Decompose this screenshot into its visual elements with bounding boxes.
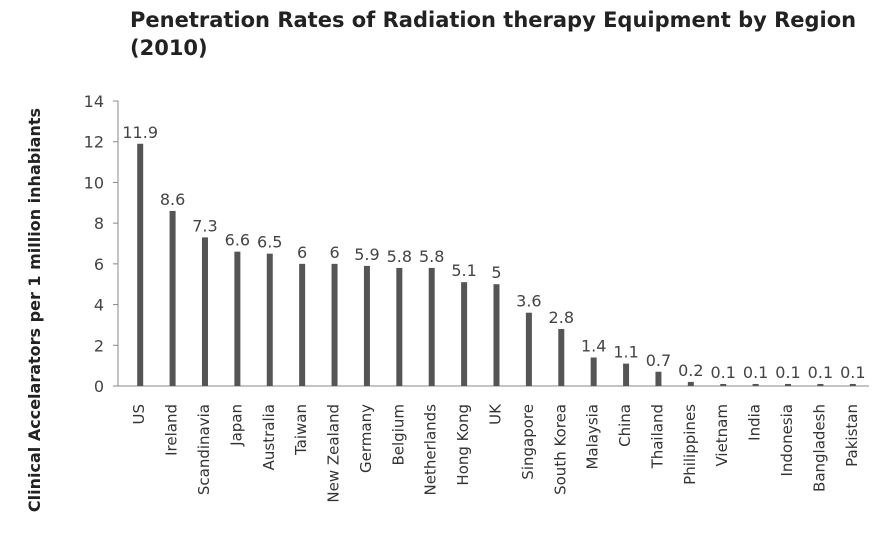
data-label: 0.1 (743, 363, 768, 382)
x-tick-label: Netherlands (422, 404, 440, 496)
y-tick-label: 10 (84, 173, 104, 192)
data-label: 0.7 (646, 351, 671, 370)
bar (817, 383, 824, 386)
bar (234, 251, 241, 386)
bar (655, 371, 662, 386)
x-tick-label: Pakistan (843, 404, 861, 467)
chart-title: Penetration Rates of Radiation therapy E… (130, 8, 857, 60)
y-tick-label: 12 (84, 133, 104, 152)
x-tick-label: US (130, 404, 148, 425)
data-label: 0.1 (808, 363, 833, 382)
x-tick-label: Germany (357, 404, 375, 473)
data-label: 0.1 (775, 363, 800, 382)
data-label: 5.8 (387, 247, 412, 266)
x-tick-label: Philippines (681, 404, 699, 485)
bar (849, 383, 856, 386)
data-label: 1.4 (581, 337, 606, 356)
x-tick-label: Singapore (519, 404, 537, 480)
x-tick-label: Japan (227, 404, 245, 447)
x-tick-label: Thailand (648, 404, 666, 469)
x-tick-label: Australia (260, 404, 278, 470)
bar (558, 329, 565, 386)
x-tick-label: Ireland (163, 404, 181, 456)
data-label: 6 (297, 243, 307, 262)
x-tick-label: Indonesia (778, 404, 796, 477)
bar (623, 363, 630, 386)
bar (331, 263, 338, 386)
x-tick-label: China (616, 404, 634, 447)
data-label: 8.6 (160, 190, 185, 209)
x-tick-label: Belgium (389, 404, 407, 466)
data-label: 5.9 (354, 245, 379, 264)
data-label: 5.1 (451, 261, 476, 280)
data-label: 0.1 (711, 363, 736, 382)
bar (363, 265, 370, 386)
data-label: 6 (329, 243, 339, 262)
y-tick-label: 14 (84, 92, 104, 111)
data-label: 1.1 (613, 343, 638, 362)
bar (137, 143, 144, 386)
bar (266, 253, 273, 386)
bar (299, 263, 306, 386)
data-label: 0.2 (678, 361, 703, 380)
x-tick-label: Taiwan (292, 404, 310, 456)
x-tick-label: Scandinavia (195, 404, 213, 495)
data-label: 7.3 (192, 216, 217, 235)
x-tick-label: India (746, 404, 764, 441)
bar (687, 381, 694, 386)
bar (752, 383, 759, 386)
bar (525, 312, 532, 386)
data-label: 6.5 (257, 233, 282, 252)
data-label: 11.9 (122, 123, 158, 142)
x-tick-label: Vietnam (713, 404, 731, 467)
x-tick-label: Bangladesh (810, 404, 828, 492)
bar (720, 383, 727, 386)
data-label: 0.1 (840, 363, 865, 382)
y-tick-label: 8 (94, 214, 104, 233)
bar (493, 284, 500, 386)
data-label: 6.6 (225, 231, 250, 250)
x-tick-label: South Korea (551, 404, 569, 495)
x-tick-label: Hong Kong (454, 404, 472, 486)
bar (785, 383, 792, 386)
y-tick-label: 0 (94, 377, 104, 396)
x-tick-label: UK (487, 403, 505, 425)
data-label: 2.8 (549, 308, 574, 327)
y-tick-label: 2 (94, 336, 104, 355)
bar (169, 210, 176, 386)
y-tick-label: 4 (94, 296, 104, 315)
bar (428, 267, 435, 386)
data-label: 5.8 (419, 247, 444, 266)
bar (461, 282, 468, 386)
data-label: 3.6 (516, 292, 541, 311)
x-tick-label: Malaysia (584, 404, 602, 470)
x-tick-label: New Zealand (325, 404, 343, 503)
bar (590, 357, 597, 386)
y-tick-label: 6 (94, 255, 104, 274)
bar (201, 237, 208, 386)
data-label: 5 (491, 263, 501, 282)
bar (396, 267, 403, 386)
